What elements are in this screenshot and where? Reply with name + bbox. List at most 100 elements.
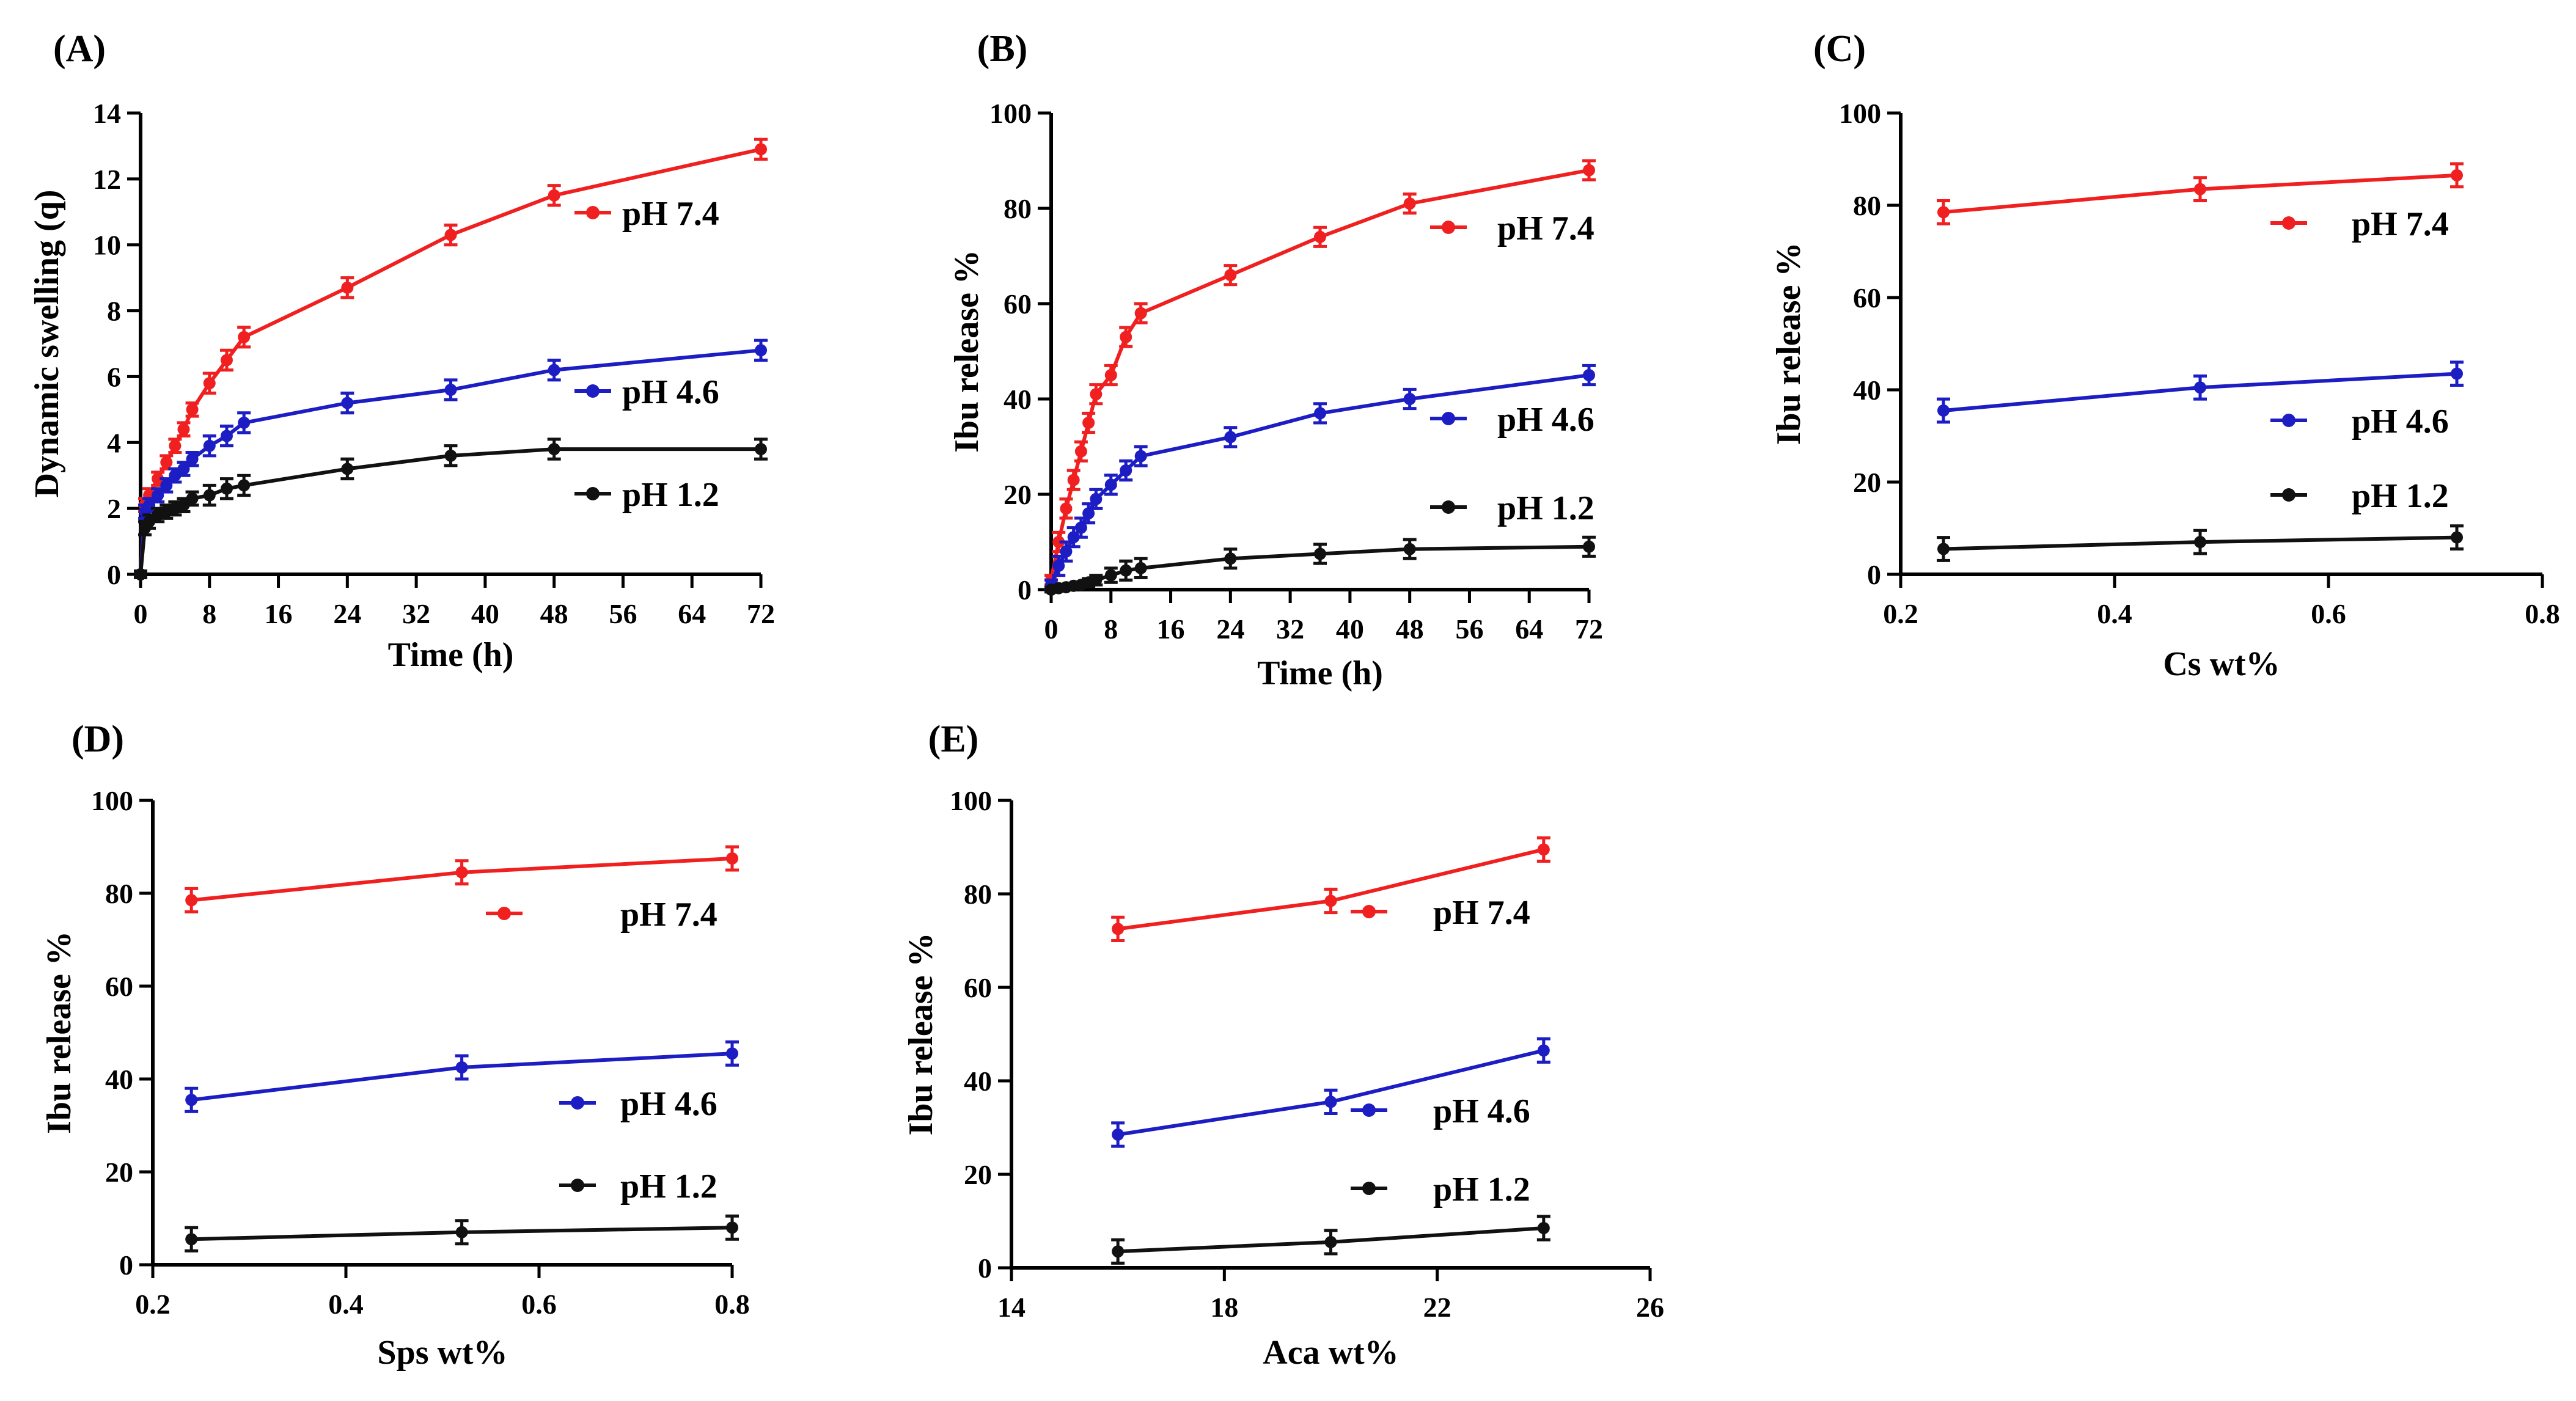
data-point-pH-1-2 — [1112, 1245, 1125, 1258]
panel-e: (E) 0 20 40 60 80 100 14 18 22 26 Aca wt% Ibu releas… — [902, 719, 1664, 1372]
y-axis-label: Ibu release % — [902, 933, 940, 1136]
y-tick-label: 40 — [1004, 384, 1032, 415]
x-tick-label: 64 — [678, 598, 706, 629]
x-tick-label: 0 — [134, 598, 148, 629]
data-point-pH-1-2 — [185, 1233, 198, 1246]
y-tick-label: 20 — [105, 1157, 133, 1188]
data-point-pH-4-6 — [1090, 492, 1103, 505]
data-point-pH-7-4 — [1074, 445, 1087, 458]
y-tick-label: 100 — [989, 98, 1032, 129]
data-point-pH-4-6 — [1537, 1044, 1550, 1057]
data-point-pH-1-2 — [1937, 543, 1950, 555]
data-point-pH-7-4 — [160, 456, 173, 469]
data-point-pH-7-4 — [220, 354, 233, 367]
x-tick-label: 0.4 — [328, 1289, 364, 1320]
data-point-pH-7-4 — [1120, 331, 1132, 343]
y-tick-label: 80 — [964, 879, 992, 910]
data-point-pH-7-4 — [2451, 169, 2463, 181]
data-point-pH-7-4 — [1052, 536, 1065, 548]
legend-label-pH-7-4: pH 7.4 — [2352, 205, 2449, 243]
y-tick-label: 60 — [1004, 288, 1032, 320]
legend-swatch-dot-pH-4-6 — [1442, 412, 1455, 425]
y-tick-label: 40 — [964, 1066, 992, 1097]
x-axis-label: Sps wt% — [377, 1334, 507, 1372]
y-tick-label: 100 — [950, 785, 992, 816]
data-point-pH-1-2 — [1324, 1235, 1337, 1248]
data-point-pH-7-4 — [152, 472, 164, 485]
y-tick-label: 60 — [964, 972, 992, 1003]
x-tick-label: 0.6 — [521, 1289, 557, 1320]
legend-swatch-dot-pH-4-6 — [1362, 1103, 1376, 1117]
legend-label-pH-4-6: pH 4.6 — [1497, 401, 1594, 439]
legend-label-pH-4-6: pH 4.6 — [622, 373, 719, 411]
y-tick-label: 0 — [119, 1249, 133, 1281]
x-tick-label: 48 — [1396, 613, 1424, 645]
legend-label-pH-1-2: pH 1.2 — [1433, 1171, 1530, 1209]
panel-c: (C) 0 20 40 60 80 100 0.2 0.4 0.6 0.8 Cs wt% Ibu rel… — [1770, 28, 2560, 683]
y-tick-label: 0 — [107, 559, 121, 590]
y-tick-label: 6 — [107, 361, 121, 392]
data-point-pH-4-6 — [755, 344, 767, 357]
panel-b: (B) 0 20 40 60 80 100 0 8 16 24 32 40 48 56 64 72 Time (h… — [948, 28, 1603, 692]
data-point-pH-4-6 — [1120, 464, 1132, 477]
x-tick-label: 40 — [1336, 613, 1364, 645]
data-point-pH-1-2 — [1537, 1221, 1550, 1234]
y-tick-label: 20 — [1853, 467, 1881, 498]
legend-label-pH-4-6: pH 4.6 — [620, 1085, 717, 1123]
data-point-pH-4-6 — [1112, 1128, 1125, 1141]
legend-swatch-dot-pH-7-4 — [1362, 905, 1376, 918]
x-tick-label: 56 — [1455, 613, 1483, 645]
y-tick-label: 40 — [105, 1064, 133, 1095]
x-axis-label: Time (h) — [1257, 654, 1383, 692]
data-point-pH-1-2 — [220, 482, 233, 495]
y-tick-label: 80 — [1853, 190, 1881, 221]
x-tick-label: 56 — [609, 598, 637, 629]
data-point-pH-1-2 — [726, 1221, 738, 1234]
data-point-pH-1-2 — [1120, 564, 1132, 577]
data-point-pH-4-6 — [1082, 507, 1095, 520]
data-point-pH-7-4 — [203, 377, 216, 390]
data-point-pH-1-2 — [177, 499, 190, 511]
legend-swatch-dot-pH-7-4 — [497, 907, 511, 920]
data-point-pH-7-4 — [186, 403, 199, 416]
x-tick-label: 0.8 — [2525, 598, 2560, 629]
data-point-pH-7-4 — [185, 894, 198, 907]
data-point-pH-1-2 — [455, 1226, 468, 1238]
y-tick-label: 0 — [978, 1253, 992, 1284]
data-point-pH-1-2 — [548, 443, 560, 456]
data-point-pH-1-2 — [1224, 552, 1237, 565]
data-point-pH-7-4 — [1324, 894, 1337, 907]
x-tick-label: 0.4 — [2097, 598, 2132, 629]
x-tick-label: 48 — [540, 598, 568, 629]
legend-label-pH-7-4: pH 7.4 — [620, 896, 717, 934]
data-point-pH-1-2 — [238, 479, 251, 492]
panel-label: (E) — [928, 719, 979, 760]
legend-swatch-dot-pH-1-2 — [1442, 500, 1455, 514]
y-tick-label: 20 — [964, 1159, 992, 1190]
data-point-pH-7-4 — [455, 866, 468, 879]
x-tick-label: 72 — [1575, 613, 1603, 645]
data-point-pH-1-2 — [1090, 574, 1103, 587]
panel-d: (D) 0 20 40 60 80 100 0.2 0.4 0.6 0.8 Sps wt% Ibu re… — [40, 719, 750, 1372]
data-point-pH-7-4 — [1060, 502, 1073, 515]
data-point-pH-4-6 — [455, 1061, 468, 1074]
data-point-pH-4-6 — [1074, 521, 1087, 534]
data-point-pH-4-6 — [2451, 367, 2463, 380]
data-point-pH-4-6 — [186, 453, 199, 466]
data-point-pH-4-6 — [1314, 407, 1326, 420]
data-point-pH-1-2 — [134, 568, 147, 580]
y-tick-label: 60 — [105, 971, 133, 1002]
data-point-pH-4-6 — [1104, 478, 1117, 491]
x-tick-label: 64 — [1515, 613, 1543, 645]
data-point-pH-1-2 — [1583, 540, 1595, 553]
y-tick-label: 8 — [107, 296, 121, 327]
x-tick-label: 32 — [1276, 613, 1304, 645]
data-point-pH-4-6 — [1067, 531, 1080, 544]
legend-swatch-dot-pH-7-4 — [586, 206, 600, 219]
legend-swatch-dot-pH-4-6 — [2282, 414, 2295, 427]
data-point-pH-4-6 — [1324, 1096, 1337, 1108]
y-axis-label: Ibu release % — [1770, 243, 1808, 445]
y-tick-label: 0 — [1867, 559, 1881, 590]
data-point-pH-7-4 — [548, 189, 560, 202]
